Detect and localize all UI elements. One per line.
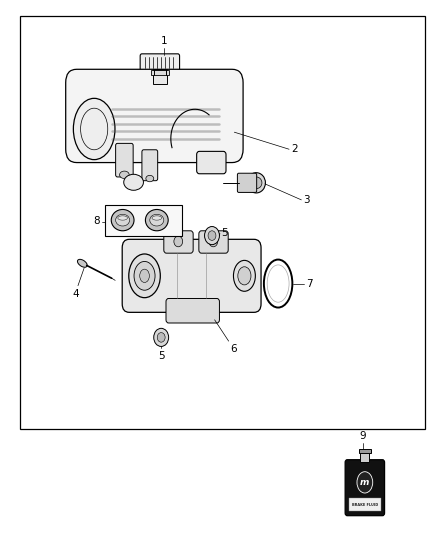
FancyBboxPatch shape xyxy=(166,298,219,323)
Bar xyxy=(20,16,425,429)
Bar xyxy=(360,452,369,462)
Ellipse shape xyxy=(74,98,115,160)
Ellipse shape xyxy=(129,254,160,297)
Text: 2: 2 xyxy=(291,144,297,154)
Bar xyxy=(349,498,381,512)
FancyBboxPatch shape xyxy=(66,69,243,163)
FancyBboxPatch shape xyxy=(116,143,133,177)
Bar xyxy=(359,449,371,453)
Ellipse shape xyxy=(111,209,134,231)
Ellipse shape xyxy=(150,214,164,226)
Bar xyxy=(153,70,167,84)
FancyBboxPatch shape xyxy=(345,459,385,516)
Ellipse shape xyxy=(146,175,154,182)
Text: 1: 1 xyxy=(161,36,168,46)
Ellipse shape xyxy=(145,209,168,231)
Text: 7: 7 xyxy=(306,279,312,288)
Text: 8: 8 xyxy=(93,216,100,226)
Ellipse shape xyxy=(233,260,255,291)
Ellipse shape xyxy=(238,266,251,285)
Ellipse shape xyxy=(118,216,127,220)
Text: 3: 3 xyxy=(303,195,310,205)
FancyBboxPatch shape xyxy=(140,54,180,71)
Circle shape xyxy=(174,236,183,247)
Bar xyxy=(151,70,169,75)
Text: 5: 5 xyxy=(221,229,228,238)
Text: BRAKE FLUID: BRAKE FLUID xyxy=(352,503,378,507)
Ellipse shape xyxy=(120,171,129,179)
Circle shape xyxy=(208,231,216,240)
FancyBboxPatch shape xyxy=(142,150,158,181)
Ellipse shape xyxy=(152,216,162,220)
Text: 9: 9 xyxy=(359,431,366,441)
FancyBboxPatch shape xyxy=(199,231,228,253)
FancyBboxPatch shape xyxy=(237,173,257,192)
Circle shape xyxy=(154,328,169,346)
Ellipse shape xyxy=(116,214,130,226)
FancyBboxPatch shape xyxy=(197,151,226,174)
FancyBboxPatch shape xyxy=(122,239,261,312)
Ellipse shape xyxy=(134,261,155,290)
Circle shape xyxy=(209,236,218,247)
FancyBboxPatch shape xyxy=(164,231,193,253)
Circle shape xyxy=(205,227,219,245)
Text: 4: 4 xyxy=(72,289,79,299)
Ellipse shape xyxy=(357,472,373,493)
Ellipse shape xyxy=(78,260,87,267)
Text: 5: 5 xyxy=(158,351,165,361)
Ellipse shape xyxy=(140,269,149,282)
Ellipse shape xyxy=(251,177,262,189)
Text: 6: 6 xyxy=(230,344,237,354)
Text: m: m xyxy=(360,478,370,487)
Circle shape xyxy=(157,333,165,342)
Ellipse shape xyxy=(247,173,265,193)
Ellipse shape xyxy=(124,174,143,190)
Bar xyxy=(105,205,182,236)
